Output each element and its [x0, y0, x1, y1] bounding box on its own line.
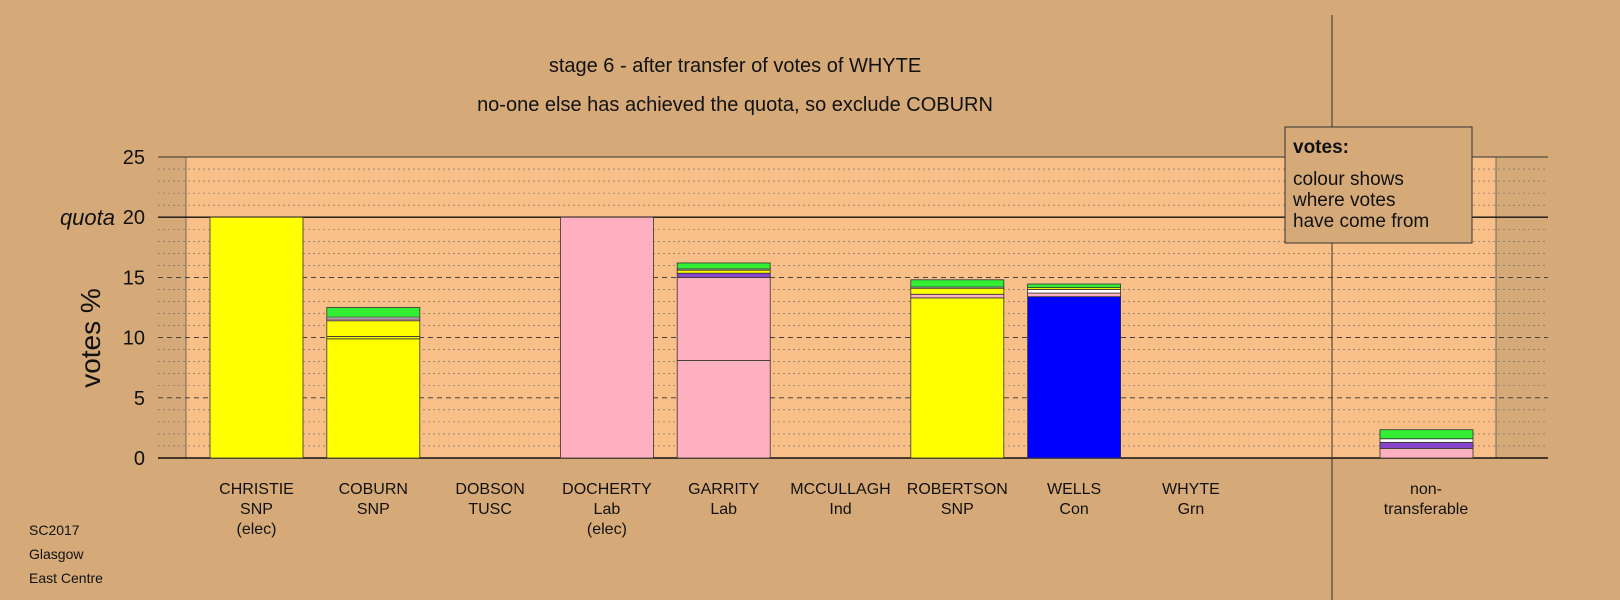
legend-title: votes:: [1293, 137, 1349, 158]
nontransferable-segment: [1379, 438, 1474, 443]
category-party: Lab: [710, 501, 737, 518]
category-party: Grn: [1178, 501, 1205, 518]
category-name: COBURN: [339, 481, 408, 498]
nontransferable-segment: [1379, 447, 1474, 459]
bar-segment: [910, 279, 1005, 288]
bar-segment: [1027, 296, 1121, 459]
category-name: MCCULLAGH: [790, 481, 890, 498]
bar-segment: [676, 262, 771, 270]
nontransferable-label: transferable: [1384, 501, 1469, 518]
nontransferable-segment: [1379, 429, 1474, 440]
y-axis-label: votes %: [75, 288, 106, 388]
y-tick-label: 25: [123, 147, 145, 169]
bar-segment: [1027, 289, 1121, 294]
bar-segment: [910, 293, 1005, 299]
category-labels: CHRISTIE SNP (elec) COBURN SNP DOBSON TUSC DOCH…: [219, 481, 1468, 538]
footer-line-2: Glasgow: [29, 546, 84, 562]
quota-label: quota: [60, 205, 115, 230]
bar-segment: [326, 338, 421, 459]
category-note: (elec): [587, 521, 627, 538]
category-name: GARRITY: [688, 481, 759, 498]
nontransferable-label: non-: [1410, 481, 1442, 498]
category-party: SNP: [941, 501, 974, 518]
y-tick-label: 5: [134, 388, 145, 410]
bar-segment: [1027, 283, 1121, 289]
y-tick-label: 10: [123, 328, 145, 350]
bar-segment: [910, 297, 1005, 459]
category-party: SNP: [240, 501, 273, 518]
legend: votes: colour shows where votes have com…: [1284, 126, 1473, 244]
bar-segment: [676, 360, 771, 459]
chart-title: stage 6 - after transfer of votes of WHY…: [549, 55, 921, 77]
category-name: DOBSON: [455, 481, 524, 498]
bar-segment: [560, 216, 654, 459]
nontransferable-segment: [1379, 441, 1474, 449]
category-party: TUSC: [468, 501, 512, 518]
y-tick-label: 20: [123, 207, 145, 229]
bar-segment: [676, 276, 771, 361]
category-name: WELLS: [1047, 481, 1101, 498]
y-tick-label: 0: [134, 448, 145, 470]
category-party: Con: [1059, 501, 1088, 518]
bar-segment: [209, 216, 304, 459]
legend-line-1: colour shows: [1293, 169, 1404, 190]
category-party: Ind: [829, 501, 851, 518]
legend-line-3: have come from: [1293, 211, 1429, 232]
category-party: Lab: [594, 501, 621, 518]
bar-segment: [1027, 292, 1121, 298]
category-name: CHRISTIE: [219, 481, 294, 498]
category-name: WHYTE: [1162, 481, 1220, 498]
bar-segment: [326, 320, 421, 337]
category-note: (elec): [236, 521, 276, 538]
footer-line-1: SC2017: [29, 522, 80, 538]
category-name: ROBERTSON: [907, 481, 1008, 498]
y-tick-label: 15: [123, 267, 145, 289]
legend-box: [1284, 126, 1473, 244]
category-name: DOCHERTY: [562, 481, 652, 498]
bar-segment: [676, 272, 771, 278]
category-party: SNP: [357, 501, 390, 518]
bar-segment: [676, 269, 771, 274]
footer-line-3: East Centre: [29, 570, 103, 586]
bars: [209, 216, 1474, 459]
legend-line-2: where votes: [1292, 190, 1395, 211]
chart-subtitle: no-one else has achieved the quota, so e…: [477, 94, 993, 116]
bar-segment: [910, 287, 1005, 295]
bar-segment: [326, 307, 421, 318]
